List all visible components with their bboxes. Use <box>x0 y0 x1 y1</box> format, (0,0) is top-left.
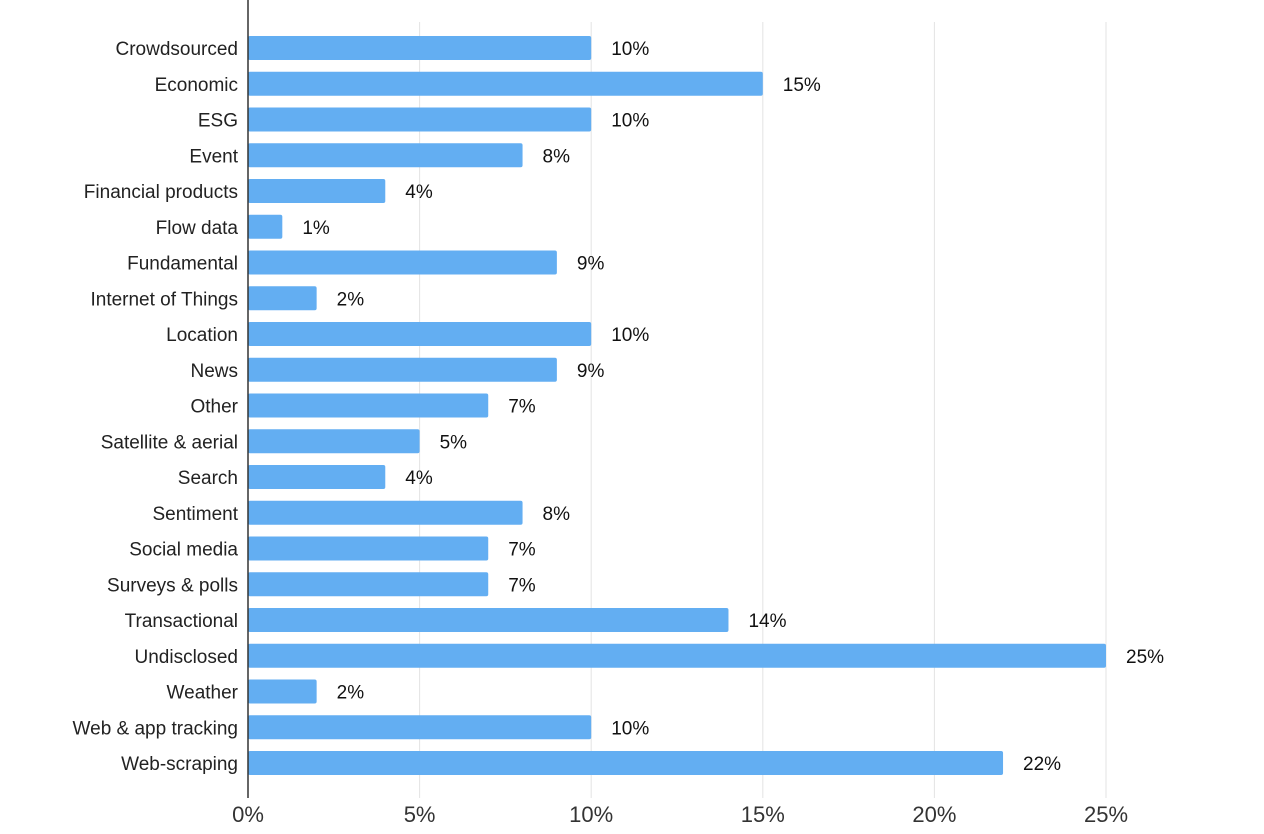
category-label: Event <box>189 146 238 167</box>
bar <box>248 536 489 561</box>
x-tick-label: 20% <box>912 802 956 827</box>
bar <box>248 608 729 632</box>
data-label: 4% <box>405 182 433 203</box>
data-label: 10% <box>611 39 649 60</box>
bar <box>248 751 1004 775</box>
data-label: 8% <box>543 504 571 525</box>
data-label: 25% <box>1126 647 1164 668</box>
category-label: Web & app tracking <box>73 718 238 739</box>
x-tick-label: 15% <box>741 802 785 827</box>
category-label: Internet of Things <box>90 289 238 310</box>
category-label: Search <box>178 468 238 489</box>
bar <box>248 393 489 418</box>
x-tick-label: 25% <box>1084 802 1128 827</box>
data-label: 4% <box>405 468 433 489</box>
bar <box>248 357 557 382</box>
bar <box>248 143 523 168</box>
data-label: 2% <box>337 289 365 310</box>
category-label: Transactional <box>125 611 238 632</box>
category-label: Web-scraping <box>121 754 238 775</box>
category-labels: Crowdsourced Economic ESG Event Financial pr… <box>73 39 239 775</box>
category-label: News <box>190 361 238 382</box>
data-label: 10% <box>611 718 649 739</box>
bar <box>248 107 592 132</box>
gridlines <box>419 22 1107 798</box>
category-label: Crowdsourced <box>116 39 239 60</box>
data-label: 7% <box>508 397 536 418</box>
bar <box>248 214 283 239</box>
x-tick-label: 0% <box>232 802 264 827</box>
data-label: 9% <box>577 254 605 275</box>
value-labels: 10% 15% 10% 8% 4% 1% 9% 2% 10% 9% 7% 5% 4% 8% 7% 7% 14% 2… <box>302 39 1164 775</box>
category-label: Surveys & polls <box>107 575 238 596</box>
x-tick-label: 5% <box>404 802 436 827</box>
category-label: Location <box>166 325 238 346</box>
data-label: 22% <box>1023 754 1061 775</box>
bar <box>248 322 592 346</box>
bar <box>248 643 1106 668</box>
data-label: 2% <box>337 683 365 704</box>
data-label: 5% <box>440 432 468 453</box>
category-label: Financial products <box>84 182 238 203</box>
data-label: 7% <box>508 575 536 596</box>
category-label: Flow data <box>156 218 239 239</box>
category-label: Social media <box>129 540 238 561</box>
bar <box>248 286 317 311</box>
bar <box>248 179 386 203</box>
bar <box>248 715 592 740</box>
data-label: 1% <box>302 218 330 239</box>
data-label: 7% <box>508 540 536 561</box>
bar <box>248 572 489 597</box>
x-axis-ticks: 0% 5% 10% 15% 20% 25% <box>232 802 1128 827</box>
bars <box>248 36 1106 775</box>
bar <box>248 71 763 96</box>
data-label: 15% <box>783 75 821 96</box>
data-label: 14% <box>748 611 786 632</box>
category-label: Weather <box>167 683 239 704</box>
x-tick-label: 10% <box>569 802 613 827</box>
data-label: 10% <box>611 325 649 346</box>
data-label: 8% <box>543 146 571 167</box>
category-label: ESG <box>198 111 238 132</box>
bar <box>248 679 317 704</box>
bar <box>248 36 592 60</box>
category-label: Satellite & aerial <box>101 432 238 453</box>
bar <box>248 429 420 454</box>
data-label: 9% <box>577 361 605 382</box>
data-label: 10% <box>611 111 649 132</box>
bar <box>248 250 557 275</box>
category-label: Fundamental <box>127 254 238 275</box>
bar <box>248 465 386 489</box>
category-label: Other <box>190 397 238 418</box>
category-label: Sentiment <box>152 504 238 525</box>
bar <box>248 500 523 525</box>
category-label: Economic <box>155 75 238 96</box>
category-label: Undisclosed <box>135 647 239 668</box>
